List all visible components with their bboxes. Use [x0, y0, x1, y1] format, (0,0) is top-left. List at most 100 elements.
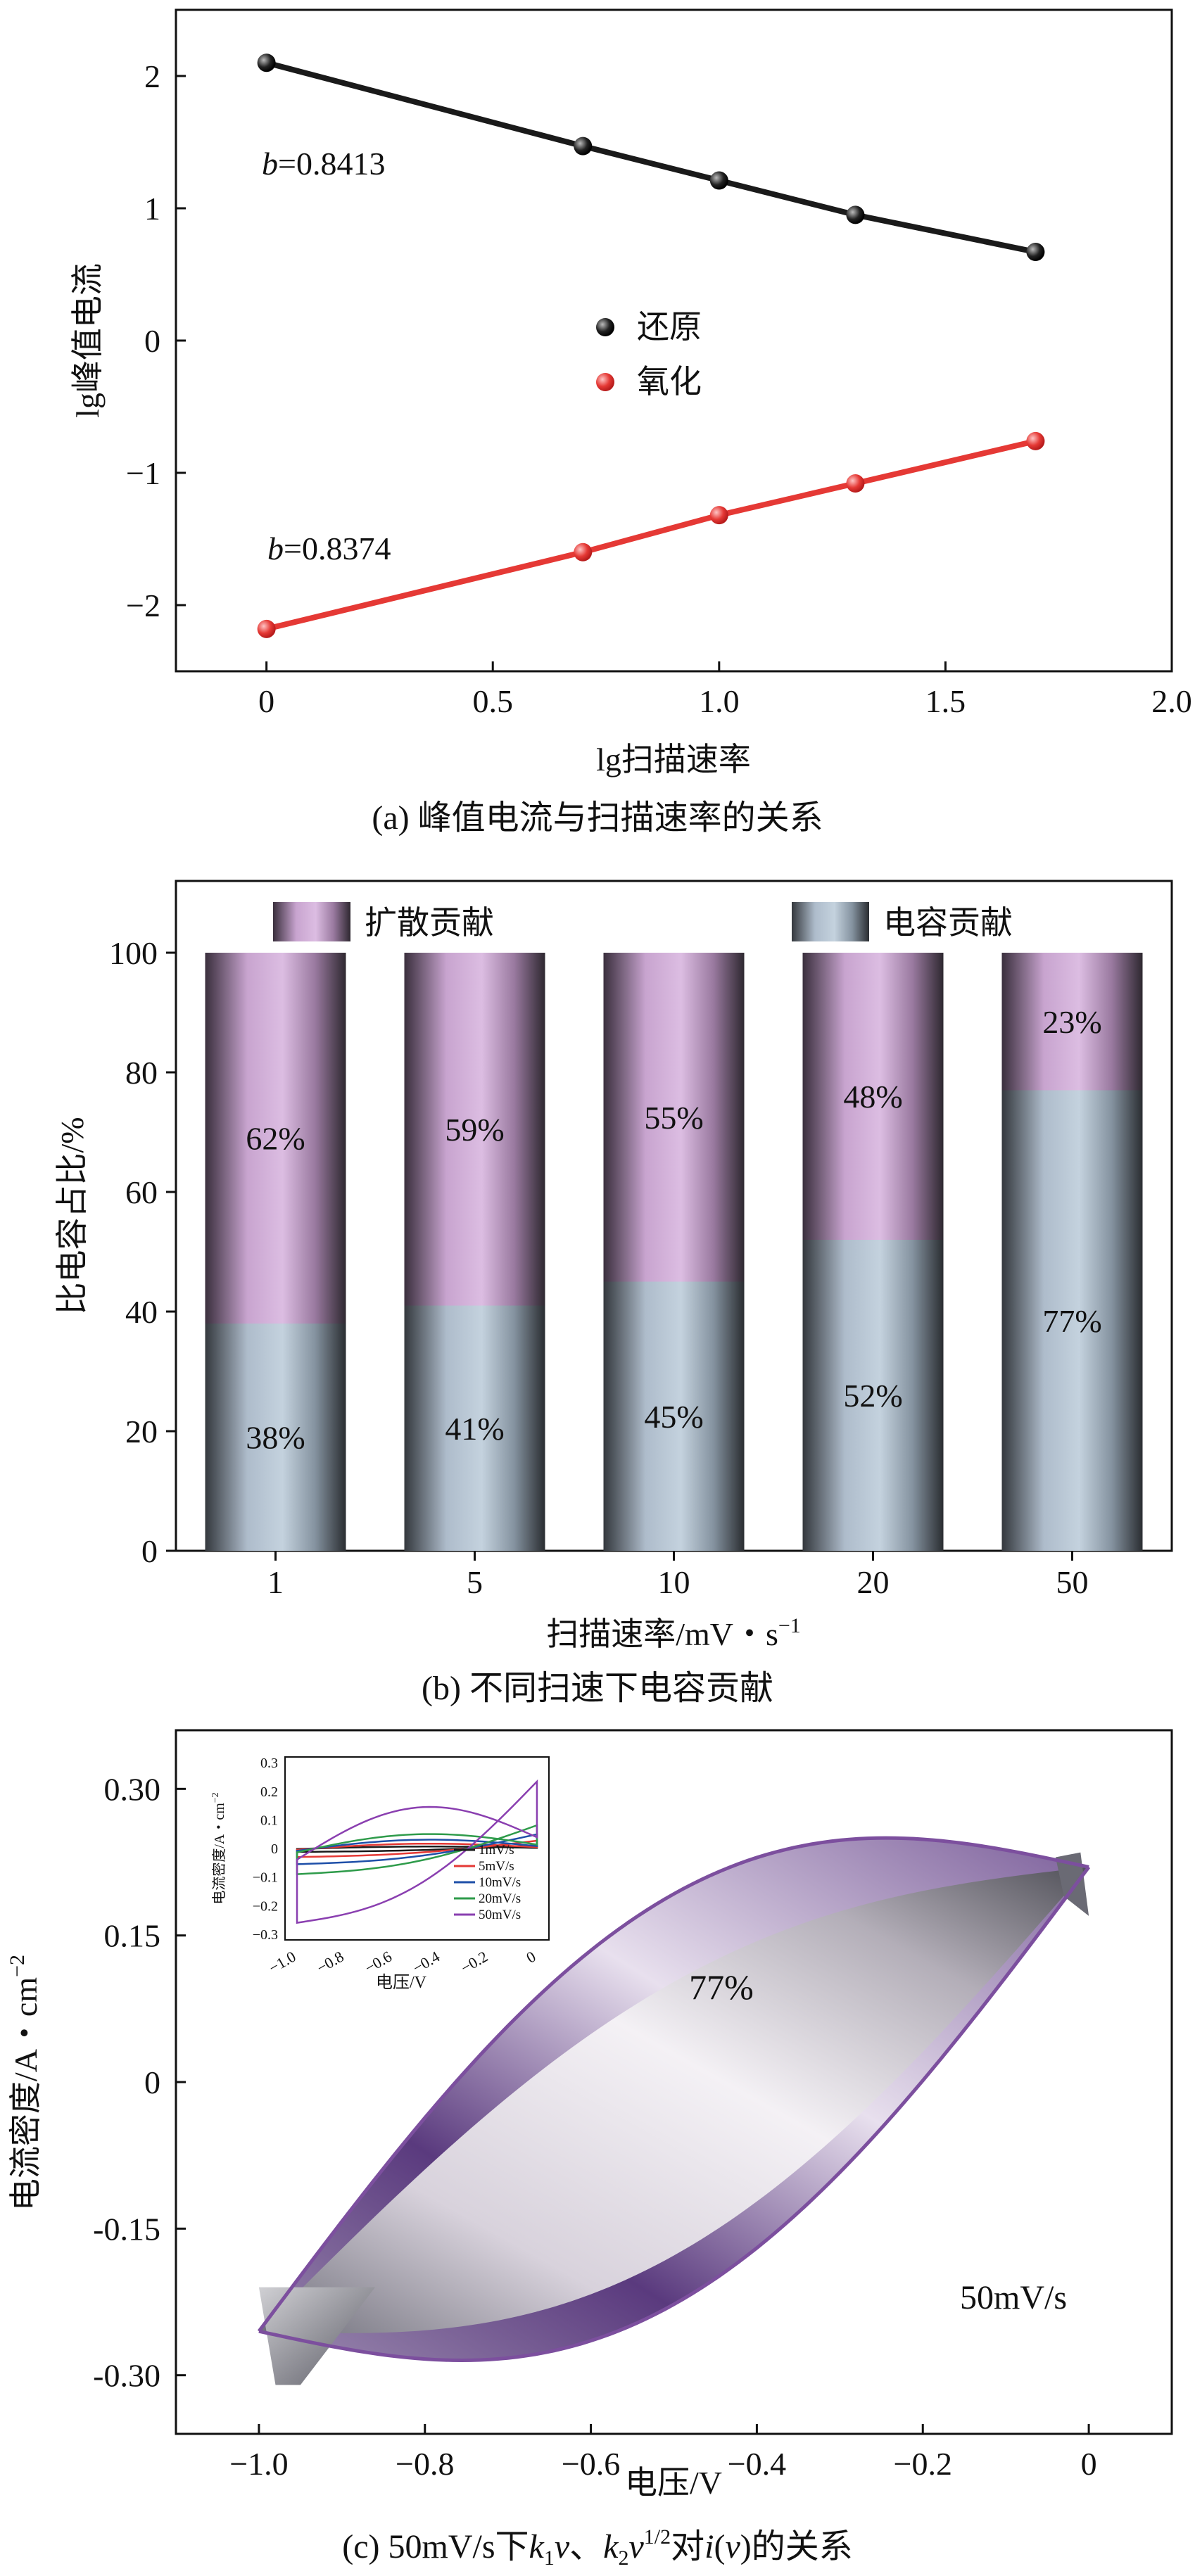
x-tick-label: 2.0	[1151, 683, 1192, 719]
x-tick-label: 0.5	[472, 683, 513, 719]
b-value-oxidation: b=0.8374	[267, 531, 391, 566]
data-point	[258, 620, 276, 638]
y-tick-label: 2	[144, 58, 160, 94]
x-axis-label: 扫描速率/mV・s−1	[546, 1614, 801, 1652]
inset-y-tick-label: 0	[271, 1841, 278, 1857]
bar-label-capacitive: 77%	[1042, 1303, 1101, 1339]
y-tick-label: 0	[144, 2064, 160, 2100]
panel-c-chart: −1.0 −0.8 −0.6 −0.4 −0.2 00.300.150-0.15-0.30…	[0, 1720, 1195, 2576]
x-tick-label: −0.2	[894, 2446, 952, 2482]
bar-label-capacitive: 45%	[644, 1399, 703, 1435]
panel-a-chart: 0 0.5 1.0 1.5 2.0 2 1 0 −1 −2 还原 氧化 b=0.8413 b=0.…	[0, 0, 1195, 851]
inset-legend-label: 20mV/s	[479, 1891, 521, 1906]
legend-marker-oxidation	[596, 373, 614, 391]
y-axis-label: 电流密度/A・cm−2	[6, 1955, 44, 2211]
y-tick-label: 40	[125, 1294, 158, 1330]
x-tick-label: 1.5	[925, 683, 966, 719]
inset-y-tick-label: 0.2	[260, 1784, 278, 1800]
x-tick-label: 5	[467, 1564, 483, 1600]
x-tick-label: 20	[857, 1564, 890, 1600]
bar-layer: 38% 62% 41% 59% 45% 55% 52% 48% 77% 23%	[206, 953, 1143, 1551]
x-tick-label: 1	[267, 1564, 284, 1600]
y-tick-label: 0	[141, 1533, 158, 1569]
legend-label-reduction: 还原	[637, 309, 702, 345]
inset-legend-label: 1mV/s	[479, 1843, 514, 1858]
bar-label-diffusion: 59%	[445, 1112, 504, 1148]
bar-label-capacitive: 38%	[246, 1420, 305, 1456]
data-point	[710, 506, 728, 524]
inset-x-tick-label: −0.4	[410, 1948, 443, 1977]
inset-chart: −1.0 −0.8 −0.6 −0.4 −0.2 0 0.3 0.2 0.1 0 −0.1 −0.2 −…	[210, 1756, 549, 1992]
y-tick-label: 0.30	[104, 1771, 161, 1807]
data-point	[710, 172, 728, 190]
legend-marker-reduction	[596, 318, 614, 336]
inset-x-tick-label: −0.6	[362, 1948, 395, 1977]
inset-legend-label: 5mV/s	[479, 1859, 514, 1874]
y-axis-label: lg峰值电流	[70, 263, 106, 418]
y-tick-label: 20	[125, 1414, 158, 1449]
legend-label-capacitive: 电容贡献	[883, 905, 1013, 941]
inset-y-tick-label: −0.1	[253, 1870, 278, 1886]
x-tick-label: −0.8	[396, 2446, 454, 2482]
data-point	[1026, 243, 1044, 261]
y-tick-label: −2	[126, 588, 160, 623]
inset-x-tick-label: 0	[523, 1948, 538, 1967]
data-point	[574, 137, 592, 156]
scan-rate-label: 50mV/s	[960, 2279, 1067, 2316]
bar-label-diffusion: 55%	[644, 1100, 703, 1136]
inset-x-tick-label: −0.2	[457, 1948, 491, 1977]
y-tick-label: 0.15	[104, 1918, 161, 1954]
y-tick-label: −1	[126, 455, 160, 491]
x-tick-label: −0.4	[728, 2446, 786, 2482]
inset-y-tick-label: 0.1	[260, 1813, 278, 1828]
x-tick-label: 1.0	[699, 683, 740, 719]
x-axis-label: 电压/V	[625, 2465, 722, 2501]
data-point	[258, 53, 276, 72]
caption-a: (a) 峰值电流与扫描速率的关系	[372, 799, 823, 837]
capacitive-percent-label: 77%	[689, 1967, 754, 2007]
inset-legend-label: 50mV/s	[479, 1908, 521, 1922]
y-tick-label: 1	[144, 191, 160, 227]
inset-y-axis-label: 电流密度/A・cm−2	[210, 1792, 227, 1904]
data-point	[1026, 432, 1044, 450]
y-tick-label: 0	[144, 323, 160, 359]
data-point	[846, 205, 864, 224]
x-tick-label: 0	[1081, 2446, 1097, 2482]
inset-x-axis-label: 电压/V	[376, 1973, 427, 1992]
legend: 扩散贡献 电容贡献	[273, 902, 1013, 941]
y-tick-label: 80	[125, 1055, 158, 1091]
caption-b: (b) 不同扫速下电容贡献	[422, 1670, 773, 1707]
legend-swatch-capacitive	[792, 902, 869, 941]
bar-label-capacitive: 41%	[445, 1411, 504, 1447]
b-value-reduction: b=0.8413	[262, 146, 385, 182]
inset-y-tick-label: −0.2	[253, 1898, 278, 1914]
y-tick-label: 60	[125, 1174, 158, 1210]
x-tick-label: 50	[1056, 1564, 1089, 1600]
inset-x-tick-label: −0.8	[314, 1948, 347, 1977]
legend: 还原 氧化	[596, 309, 702, 400]
y-tick-label: -0.15	[93, 2211, 160, 2247]
y-tick-label: -0.30	[93, 2358, 160, 2394]
inset-y-tick-label: 0.3	[260, 1756, 278, 1771]
x-axis-label: lg扫描速率	[596, 742, 751, 778]
y-axis-label: 比电容占比/%	[54, 1117, 90, 1314]
data-point	[846, 474, 864, 493]
x-tick-label: −0.6	[562, 2446, 620, 2482]
x-tick-label: 10	[658, 1564, 690, 1600]
inset-x-tick-label: −1.0	[265, 1948, 298, 1977]
x-tick-label: −1.0	[229, 2446, 288, 2482]
x-tick-label: 0	[258, 683, 274, 719]
bar-label-diffusion: 62%	[246, 1121, 305, 1157]
legend-label-diffusion: 扩散贡献	[365, 905, 494, 941]
bar-label-capacitive: 52%	[843, 1378, 902, 1414]
inset-y-tick-label: −0.3	[253, 1927, 278, 1943]
inset-legend-label: 10mV/s	[479, 1875, 521, 1890]
bar-label-diffusion: 23%	[1042, 1004, 1101, 1040]
panel-b-chart: 扩散贡献 电容贡献 38% 62% 41% 59% 45% 55% 52% 48% 77% 23%…	[0, 851, 1195, 1720]
legend-label-oxidation: 氧化	[637, 364, 702, 400]
y-tick-label: 100	[109, 935, 158, 971]
data-point	[574, 543, 592, 561]
caption-c: (c) 50mV/s下k1v、k2v1/2对i(v)的关系	[342, 2525, 853, 2570]
bar-label-diffusion: 48%	[843, 1079, 902, 1115]
legend-swatch-diffusion	[273, 902, 350, 941]
